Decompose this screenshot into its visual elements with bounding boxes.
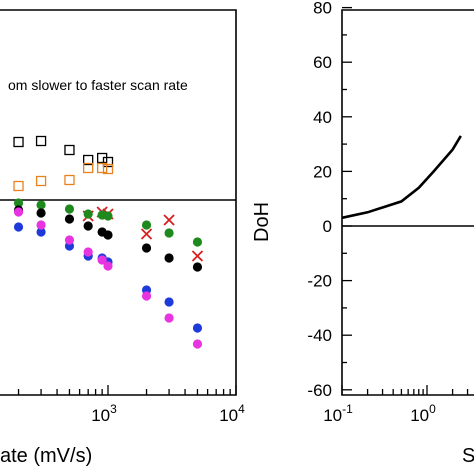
right-x-axis-label: S [462,445,474,467]
left-dot-marker [141,291,152,301]
left-dot-marker [36,227,46,237]
right-y-tick-label: 60 [313,53,332,72]
right-y-tick-label: 80 [313,0,332,18]
left-dot-marker [36,208,46,218]
left-dot-marker [83,209,93,219]
left-dot-marker [36,200,46,210]
left-dot-marker [103,230,113,240]
right-x-tick-label: 10-1 [323,402,353,425]
left-x-tick-exponent: 4 [238,402,245,416]
right-x-tick-label: 100 [410,402,436,425]
left-dot-marker [164,297,174,307]
right-y-tick-label: -40 [307,326,332,345]
right-y-ticks: 80 60 40 20 0 -20 -40 -60 [307,0,352,400]
left-square-marker [35,135,47,147]
left-dot-marker [141,243,152,253]
left-dot-marker [13,207,24,217]
left-dot-marker [64,204,75,214]
left-dot-marker [83,221,93,231]
left-annotation: om slower to faster scan rate [8,77,188,93]
right-y-axis-label: DoH [251,202,273,242]
left-dot-marker [141,220,152,230]
right-x-tick-exponent: -1 [342,402,353,416]
left-square-marker [83,162,94,174]
right-plot-frame [341,9,474,396]
left-square-marker [102,163,114,175]
left-markers [13,135,204,349]
left-dot-marker [164,313,174,323]
left-panel: om slower to faster scan rate 103 104 ate… [0,9,245,467]
left-square-marker [96,162,108,174]
left-dot-marker [192,323,203,333]
left-dot-marker [164,228,174,238]
left-cross-marker [191,250,204,262]
left-square-marker [64,144,75,156]
left-x-tick-exponent: 3 [110,402,117,416]
left-square-marker [102,156,114,168]
left-x-tick-label: 104 [219,402,245,425]
left-cross-marker [163,214,175,226]
right-y-tick-label: 0 [323,217,332,236]
right-y-tick-label: 20 [313,162,332,181]
left-dot-marker [64,235,75,245]
left-square-marker [35,175,47,187]
left-dot-marker [192,339,203,349]
right-panel: 80 60 40 20 0 -20 -40 -60 10-1 100 DoH S [251,0,474,467]
left-dot-marker [103,211,113,221]
left-x-ticks: 103 104 [17,385,245,425]
right-series-line [341,135,462,220]
left-dot-marker [103,261,113,271]
left-plot-frame [0,9,237,396]
left-dot-marker [36,220,46,230]
left-dot-marker [13,198,24,208]
left-dot-marker [13,222,24,232]
left-x-axis-label: ate (mV/s) [0,445,92,467]
right-x-ticks: 10-1 100 [323,385,469,425]
right-y-tick-label: 40 [313,108,332,127]
left-cross-marker [140,228,153,240]
left-x-tick-label: 103 [91,402,117,425]
left-square-marker [13,180,24,192]
left-square-marker [13,136,24,148]
right-y-tick-label: -60 [307,381,332,400]
left-dot-marker [192,262,203,272]
left-dot-marker [97,255,107,265]
left-dot-marker [164,253,174,263]
right-y-tick-label: -20 [307,272,332,291]
left-dot-marker [83,247,93,257]
right-x-tick-exponent: 0 [429,402,436,416]
left-square-marker [64,174,75,186]
left-square-marker [83,154,94,166]
left-dot-marker [192,237,203,247]
left-dot-marker [64,214,75,224]
